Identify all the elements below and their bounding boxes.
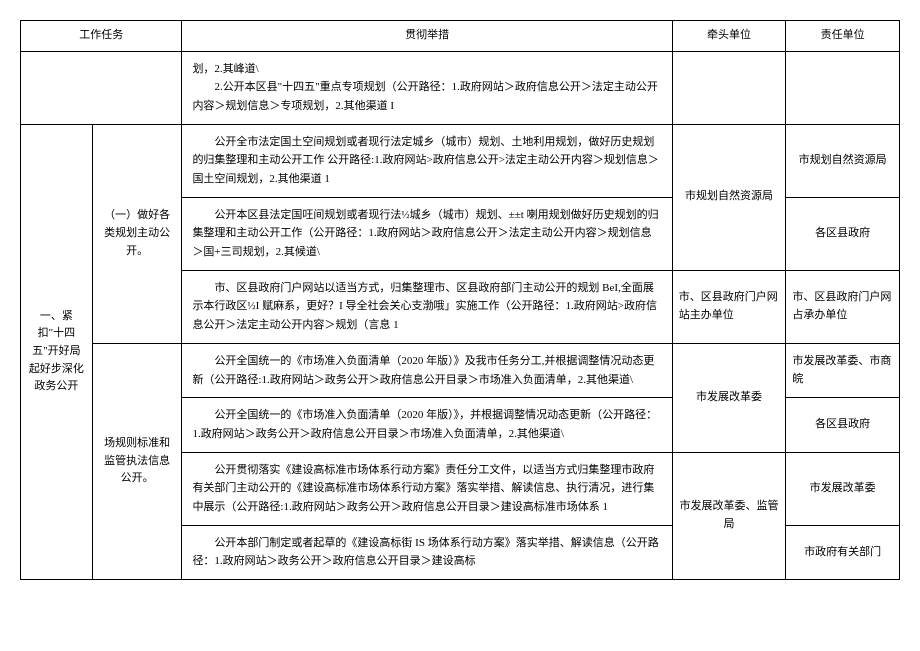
empty-cell — [21, 51, 182, 124]
header-row: 工作任务 贯彻举措 牵头单位 责任单位 — [21, 21, 900, 52]
measure-cell: 公开本部门制定或者起草的《建设高标街 IS 场体系行动方案》落实举措、解读信息（… — [182, 525, 672, 579]
header-resp: 责任单位 — [786, 21, 900, 52]
task-group-cell: 一、紧扣"十四五"开好局起好步深化政务公开 — [21, 124, 93, 579]
resp-cell: 市发展改革委、市商皖 — [786, 343, 900, 397]
document-table-container: 工作任务 贯彻举措 牵头单位 责任单位 划，2.其峰道\ 2.公开本区县"十四五… — [20, 20, 900, 580]
measure-cell: 公开全国统一的《市场准入负面清单（2020 年版）》及我市任务分工,并根据调整情… — [182, 343, 672, 397]
header-task: 工作任务 — [21, 21, 182, 52]
resp-cell: 市、区县政府门户网占承办单位 — [786, 270, 900, 343]
lead-cell: 市、区县政府门户网站主办单位 — [672, 270, 786, 343]
measure-cell: 划，2.其峰道\ 2.公开本区县"十四五"重点专项规划（公开路径：1.政府网站＞… — [182, 51, 672, 124]
header-lead: 牵头单位 — [672, 21, 786, 52]
table-row: 一、紧扣"十四五"开好局起好步深化政务公开 （一）做好各类规划主动公开。 公开全… — [21, 124, 900, 197]
table-row: 场规则标准和监管执法信息公开。 公开全国统一的《市场准入负面清单（2020 年版… — [21, 343, 900, 397]
lead-cell: 市发展改革委、监管局 — [672, 452, 786, 579]
policy-table: 工作任务 贯彻举措 牵头单位 责任单位 划，2.其峰道\ 2.公开本区县"十四五… — [20, 20, 900, 580]
header-measure: 贯彻举措 — [182, 21, 672, 52]
resp-cell — [786, 51, 900, 124]
measure-cell: 公开全国统一的《市场准入负面清单（2020 年版）》，并根据调整情况动态更新（公… — [182, 398, 672, 452]
resp-cell: 市政府有关部门 — [786, 525, 900, 579]
measure-cell: 市、区县政府门户网站以适当方式，归集整理市、区县政府部门主动公开的规划 BeI,… — [182, 270, 672, 343]
measure-cell: 公开全市法定国土空间规划或者现行法定城乡（城市）规划、土地利用规划，做好历史规划… — [182, 124, 672, 197]
lead-cell: 市发展改革委 — [672, 343, 786, 452]
measure-cell: 公开本区县法定国㕵间规划或者现行法½城乡（城市）规划、±±t 喇用规划做好历史规… — [182, 197, 672, 270]
lead-cell — [672, 51, 786, 124]
resp-cell: 各区县政府 — [786, 197, 900, 270]
subtask-cell: 场规则标准和监管执法信息公开。 — [92, 343, 182, 579]
lead-cell: 市规划自然资源局 — [672, 124, 786, 270]
table-row: 划，2.其峰道\ 2.公开本区县"十四五"重点专项规划（公开路径：1.政府网站＞… — [21, 51, 900, 124]
resp-cell: 市规划自然资源局 — [786, 124, 900, 197]
resp-cell: 市发展改革委 — [786, 452, 900, 525]
measure-cell: 公开贯彻落实《建设高标准市场体系行动方案》责任分工文件，以适当方式归集整理市政府… — [182, 452, 672, 525]
subtask-cell: （一）做好各类规划主动公开。 — [92, 124, 182, 343]
resp-cell: 各区县政府 — [786, 398, 900, 452]
